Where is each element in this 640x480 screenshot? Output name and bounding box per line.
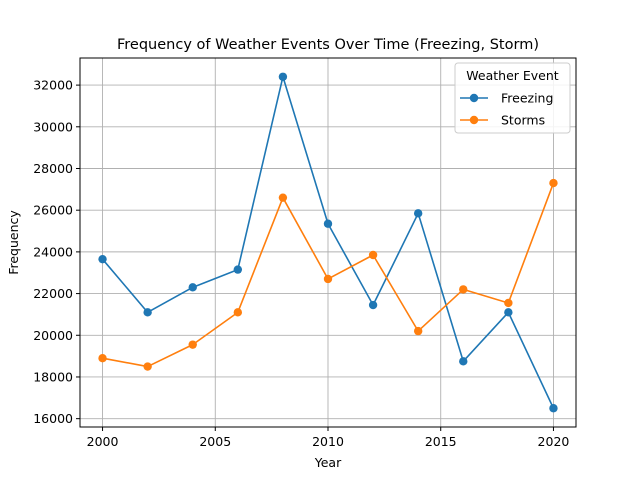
y-tick-label: 18000 xyxy=(33,369,73,384)
data-point-storms xyxy=(98,354,107,363)
legend-marker-storms xyxy=(469,115,479,125)
legend-title: Weather Event xyxy=(466,68,559,83)
x-axis: 2000 2005 2010 2015 2020 xyxy=(87,427,570,449)
data-point-storms xyxy=(323,274,333,284)
legend-label-storms: Storms xyxy=(501,113,545,128)
x-axis-label: Year xyxy=(314,455,342,470)
data-point-freezing xyxy=(549,404,558,413)
y-axis-label: Frequency xyxy=(6,210,21,275)
x-tick-label: 2015 xyxy=(425,434,457,449)
data-point-freezing xyxy=(188,283,197,292)
x-tick-label: 2005 xyxy=(199,434,231,449)
data-point-freezing xyxy=(323,219,333,228)
legend-marker-freezing xyxy=(469,93,479,103)
y-tick-label: 28000 xyxy=(33,161,73,176)
data-point-storms xyxy=(368,250,378,260)
data-point-freezing xyxy=(278,72,288,81)
data-point-storms xyxy=(143,362,152,371)
y-tick-label: 32000 xyxy=(33,78,73,93)
x-tick-label: 2000 xyxy=(87,434,119,449)
y-axis: 16000 18000 20000 22000 24000 26000 28000 30000… xyxy=(33,78,80,426)
y-tick-label: 24000 xyxy=(33,244,73,259)
series-group xyxy=(98,72,558,413)
chart-title: Frequency of Weather Events Over Time (F… xyxy=(117,37,539,53)
data-point-storms xyxy=(549,178,558,188)
legend-box xyxy=(454,62,571,134)
data-point-storms xyxy=(233,308,243,317)
data-point-freezing xyxy=(143,308,152,317)
data-point-storms xyxy=(459,285,468,294)
data-point-freezing xyxy=(504,308,513,317)
data-point-freezing xyxy=(413,209,423,218)
y-tick-label: 30000 xyxy=(33,119,73,134)
y-tick-label: 20000 xyxy=(33,328,73,343)
y-tick-label: 16000 xyxy=(33,411,73,426)
data-point-freezing xyxy=(98,254,107,264)
data-point-storms xyxy=(188,340,197,349)
data-point-freezing xyxy=(368,300,378,310)
legend: Weather Event Freezing Storms xyxy=(454,62,571,134)
data-point-storms xyxy=(413,326,423,336)
data-point-freezing xyxy=(459,357,468,366)
x-tick-label: 2020 xyxy=(538,434,570,449)
data-point-storms xyxy=(504,298,513,308)
data-point-storms xyxy=(278,193,288,202)
x-tick-label: 2010 xyxy=(312,434,344,449)
legend-label-freezing: Freezing xyxy=(501,91,553,106)
y-tick-label: 22000 xyxy=(33,286,73,301)
y-tick-label: 26000 xyxy=(33,203,73,218)
data-point-freezing xyxy=(233,265,243,274)
